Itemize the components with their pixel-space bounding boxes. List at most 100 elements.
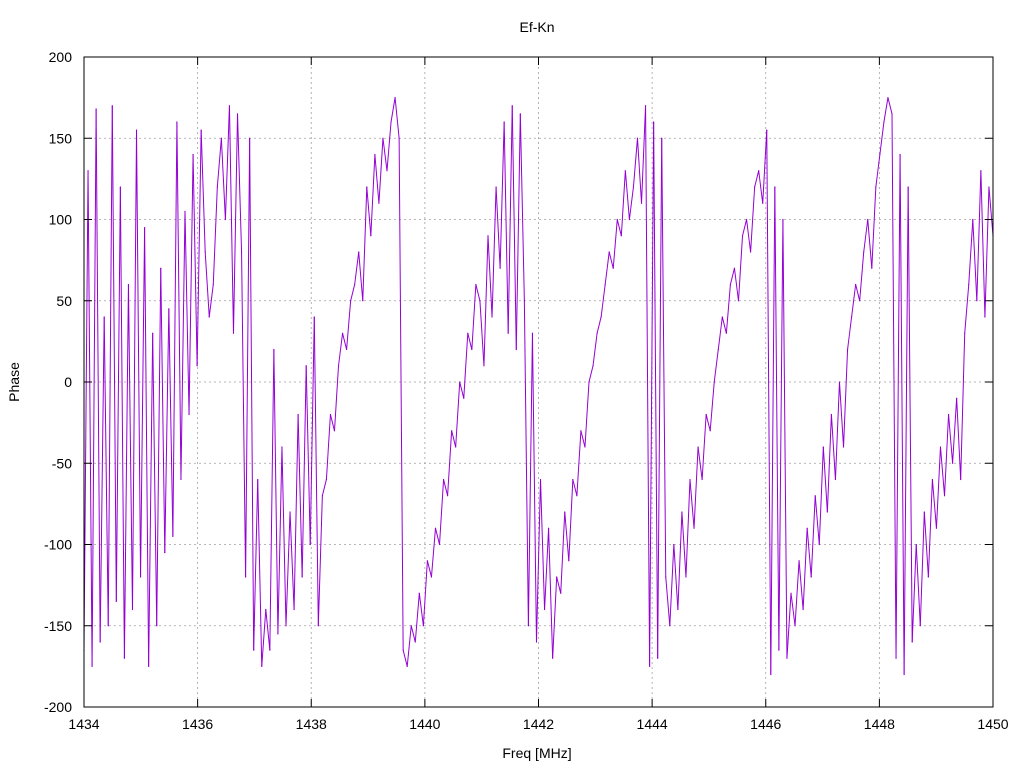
phase-segment bbox=[443, 479, 449, 496]
phase-point bbox=[358, 251, 360, 253]
phase-segment bbox=[212, 186, 218, 285]
phase-segment bbox=[919, 511, 925, 626]
phase-point bbox=[487, 235, 489, 237]
phase-point bbox=[588, 381, 590, 383]
phase-segment bbox=[196, 130, 202, 366]
phase-point bbox=[774, 186, 776, 188]
phase-point bbox=[887, 97, 889, 99]
phase-point bbox=[523, 300, 525, 302]
phase-point bbox=[111, 105, 113, 107]
phase-point bbox=[681, 511, 683, 513]
phase-segment bbox=[491, 186, 497, 318]
phase-point bbox=[871, 267, 873, 269]
phase-segment bbox=[782, 219, 788, 659]
phase-point bbox=[325, 478, 327, 481]
phase-segment bbox=[350, 284, 356, 301]
phase-point bbox=[770, 673, 772, 676]
phase-point bbox=[402, 649, 404, 651]
phase-point bbox=[362, 300, 364, 302]
phase-point bbox=[576, 495, 578, 497]
phase-segment bbox=[596, 316, 602, 334]
phase-point bbox=[495, 186, 497, 188]
phase-segment bbox=[948, 414, 954, 464]
phase-segment bbox=[548, 528, 554, 659]
phase-segment bbox=[778, 219, 784, 651]
phase-point bbox=[931, 478, 934, 481]
phase-segment bbox=[111, 105, 117, 602]
phase-point bbox=[216, 186, 218, 188]
phase-point bbox=[956, 397, 958, 399]
y-tick-label: -50 bbox=[52, 455, 72, 471]
phase-point bbox=[640, 202, 643, 204]
phase-segment bbox=[531, 333, 537, 643]
phase-segment bbox=[620, 170, 626, 236]
phase-point bbox=[245, 576, 247, 578]
phase-segment bbox=[228, 105, 234, 334]
phase-segment bbox=[641, 105, 647, 204]
phase-point bbox=[438, 543, 441, 546]
phase-point bbox=[301, 576, 303, 578]
phase-segment bbox=[265, 609, 271, 651]
phase-point bbox=[329, 413, 332, 416]
phase-segment bbox=[931, 479, 937, 529]
phase-point bbox=[232, 332, 235, 334]
y-tick-label: -150 bbox=[44, 618, 72, 634]
phase-point bbox=[257, 478, 259, 481]
phase-segment bbox=[754, 170, 760, 188]
phase-segment bbox=[87, 170, 93, 667]
phase-point bbox=[677, 608, 679, 611]
phase-segment bbox=[394, 97, 400, 139]
phase-segment bbox=[899, 154, 905, 675]
phase-segment bbox=[402, 650, 408, 667]
phase-segment bbox=[859, 251, 865, 301]
phase-point bbox=[729, 283, 732, 286]
y-tick-label: -200 bbox=[44, 699, 72, 715]
phase-point bbox=[556, 576, 558, 578]
y-tick-label: -100 bbox=[44, 537, 72, 553]
phase-point bbox=[725, 332, 727, 334]
phase-segment bbox=[576, 430, 582, 496]
phase-segment bbox=[681, 511, 687, 578]
y-tick-label: 150 bbox=[49, 130, 73, 146]
phase-point bbox=[212, 283, 214, 286]
phase-segment bbox=[390, 97, 396, 123]
phase-segment bbox=[204, 251, 210, 318]
phase-segment bbox=[632, 138, 638, 188]
phase-segment bbox=[305, 365, 311, 545]
phase-point bbox=[939, 446, 942, 448]
phase-segment bbox=[156, 268, 162, 626]
phase-segment bbox=[237, 113, 243, 253]
phase-point bbox=[519, 113, 521, 115]
phase-segment bbox=[245, 138, 251, 578]
phase-segment bbox=[495, 186, 501, 269]
phase-segment bbox=[709, 381, 715, 431]
phase-point bbox=[184, 210, 186, 212]
phase-point bbox=[935, 527, 938, 529]
phase-segment bbox=[592, 333, 598, 366]
phase-segment bbox=[140, 227, 146, 578]
phase-point bbox=[628, 218, 631, 221]
phase-segment bbox=[915, 544, 921, 626]
phase-point bbox=[919, 625, 921, 627]
phase-point bbox=[717, 348, 719, 351]
phase-segment bbox=[818, 446, 824, 545]
phase-segment bbox=[612, 219, 618, 269]
phase-segment bbox=[802, 528, 808, 610]
phase-point bbox=[386, 170, 388, 172]
phase-point bbox=[507, 332, 509, 334]
phase-segment bbox=[535, 479, 542, 643]
phase-segment bbox=[148, 333, 154, 667]
x-tick-label: 1436 bbox=[182, 716, 213, 732]
phase-point bbox=[927, 576, 929, 578]
phase-point bbox=[806, 527, 808, 529]
phase-point bbox=[911, 641, 913, 643]
phase-point bbox=[410, 625, 412, 627]
phase-segment bbox=[968, 219, 974, 285]
phase-point bbox=[499, 267, 501, 269]
phase-segment bbox=[855, 284, 861, 301]
phase-point bbox=[653, 121, 655, 123]
phase-segment bbox=[325, 414, 331, 480]
phase-segment bbox=[636, 138, 643, 204]
phase-segment bbox=[871, 186, 877, 269]
phase-point bbox=[192, 153, 194, 156]
